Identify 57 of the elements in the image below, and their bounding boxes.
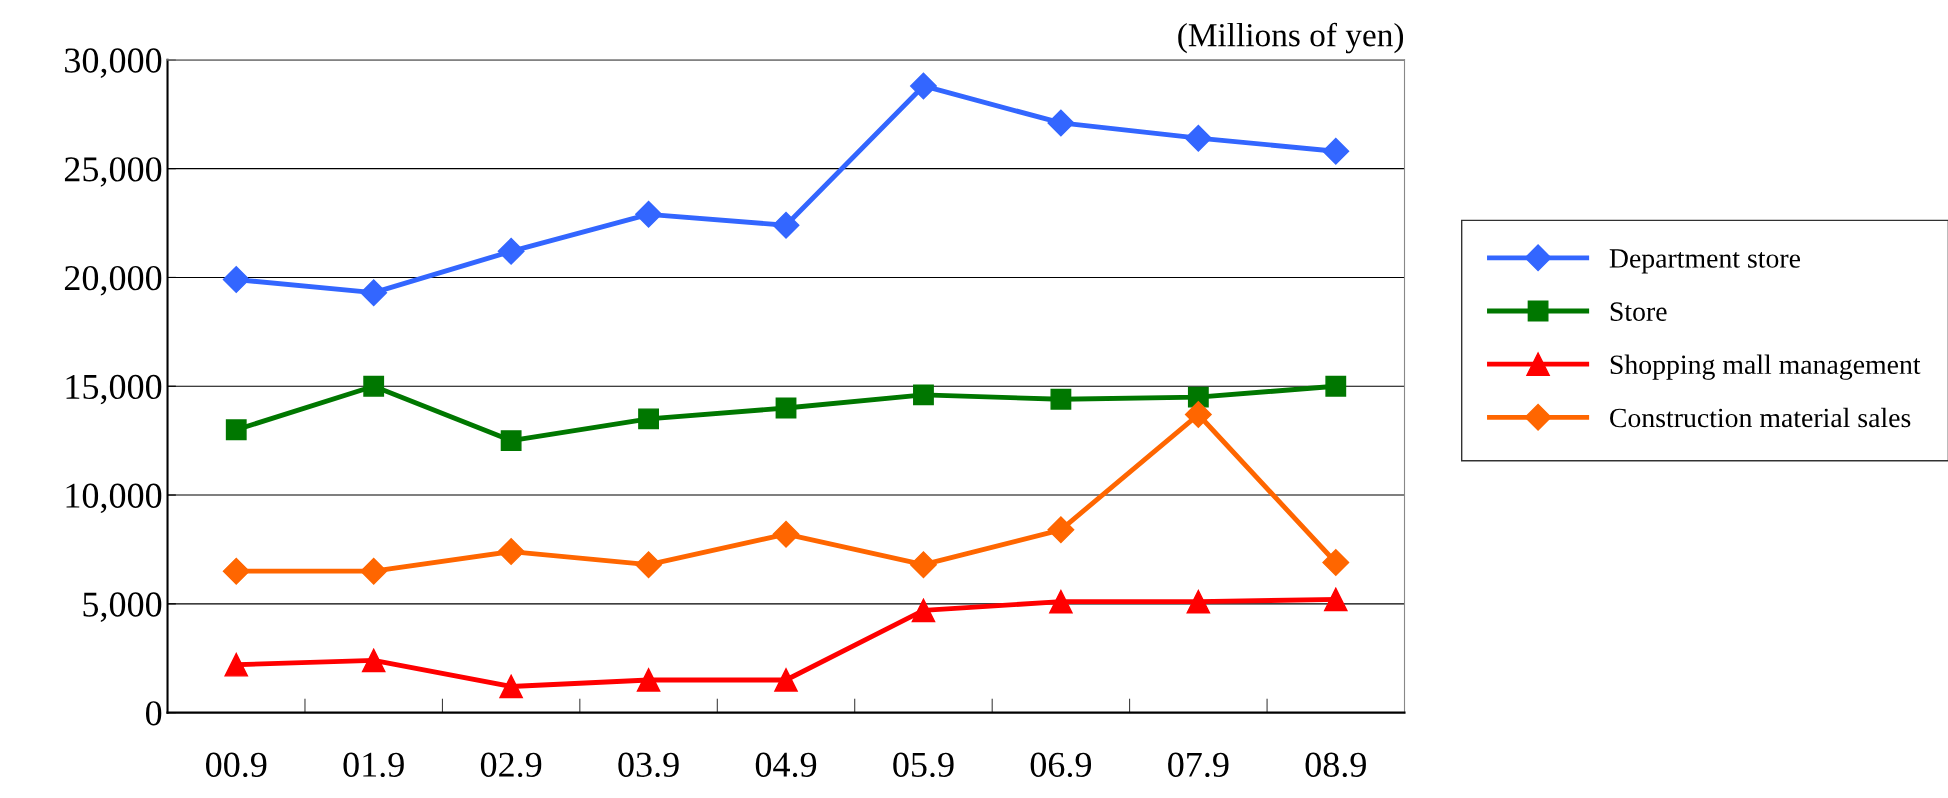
legend-label: Shopping mall management xyxy=(1610,354,1921,380)
point xyxy=(909,551,937,579)
point xyxy=(1322,549,1350,576)
point xyxy=(363,375,385,397)
y-tick-label: 20,000 xyxy=(64,265,162,296)
x-tick-label: 02.9 xyxy=(480,752,542,778)
point xyxy=(909,72,937,100)
point xyxy=(638,408,659,430)
y-tick-label: 10,000 xyxy=(66,483,162,514)
point xyxy=(772,211,800,239)
point xyxy=(1184,401,1212,428)
point xyxy=(913,384,934,406)
y-tick-label: 5,000 xyxy=(83,592,162,622)
legend-label: Department store xyxy=(1609,249,1801,274)
legend-label: Construction material sales xyxy=(1610,407,1911,428)
point xyxy=(1322,137,1350,165)
x-tick-label: 04.9 xyxy=(755,752,817,778)
x-tick-label: 05.9 xyxy=(893,752,954,778)
point xyxy=(774,668,798,692)
point xyxy=(361,648,386,673)
point xyxy=(1050,388,1072,410)
point xyxy=(497,237,525,265)
point xyxy=(500,430,522,452)
point xyxy=(224,652,249,677)
text: (Millions of yen) xyxy=(1178,22,1404,54)
point xyxy=(635,551,663,579)
legend-label: Store xyxy=(1610,302,1667,321)
x-tick-label: 06.9 xyxy=(1030,752,1092,778)
point xyxy=(1187,386,1209,408)
y-tick-label: 0 xyxy=(145,701,162,726)
point xyxy=(1184,124,1212,152)
point xyxy=(636,668,661,692)
y-tick-label: 15,000 xyxy=(66,374,162,405)
x-tick-label: 07.9 xyxy=(1168,752,1229,778)
point xyxy=(225,419,247,441)
point xyxy=(1049,589,1073,614)
point xyxy=(1186,589,1211,614)
x-tick-label: 03.9 xyxy=(618,752,679,778)
x-tick-label: 01.9 xyxy=(343,752,404,778)
point xyxy=(360,557,388,585)
point xyxy=(635,200,663,228)
point xyxy=(1047,516,1075,544)
point xyxy=(911,598,936,623)
point xyxy=(772,520,800,548)
point xyxy=(499,674,523,699)
point xyxy=(222,557,250,585)
y-tick-label: 25,000 xyxy=(64,157,162,187)
point xyxy=(360,279,388,307)
point xyxy=(497,538,525,566)
point xyxy=(775,397,797,419)
point xyxy=(222,266,250,294)
y-tick-label: 30,000 xyxy=(65,48,162,78)
point xyxy=(1325,375,1347,397)
x-tick-label: 00.9 xyxy=(206,752,267,778)
x-tick-label: 08.9 xyxy=(1305,752,1366,778)
point xyxy=(1047,109,1075,137)
point xyxy=(1323,587,1348,612)
